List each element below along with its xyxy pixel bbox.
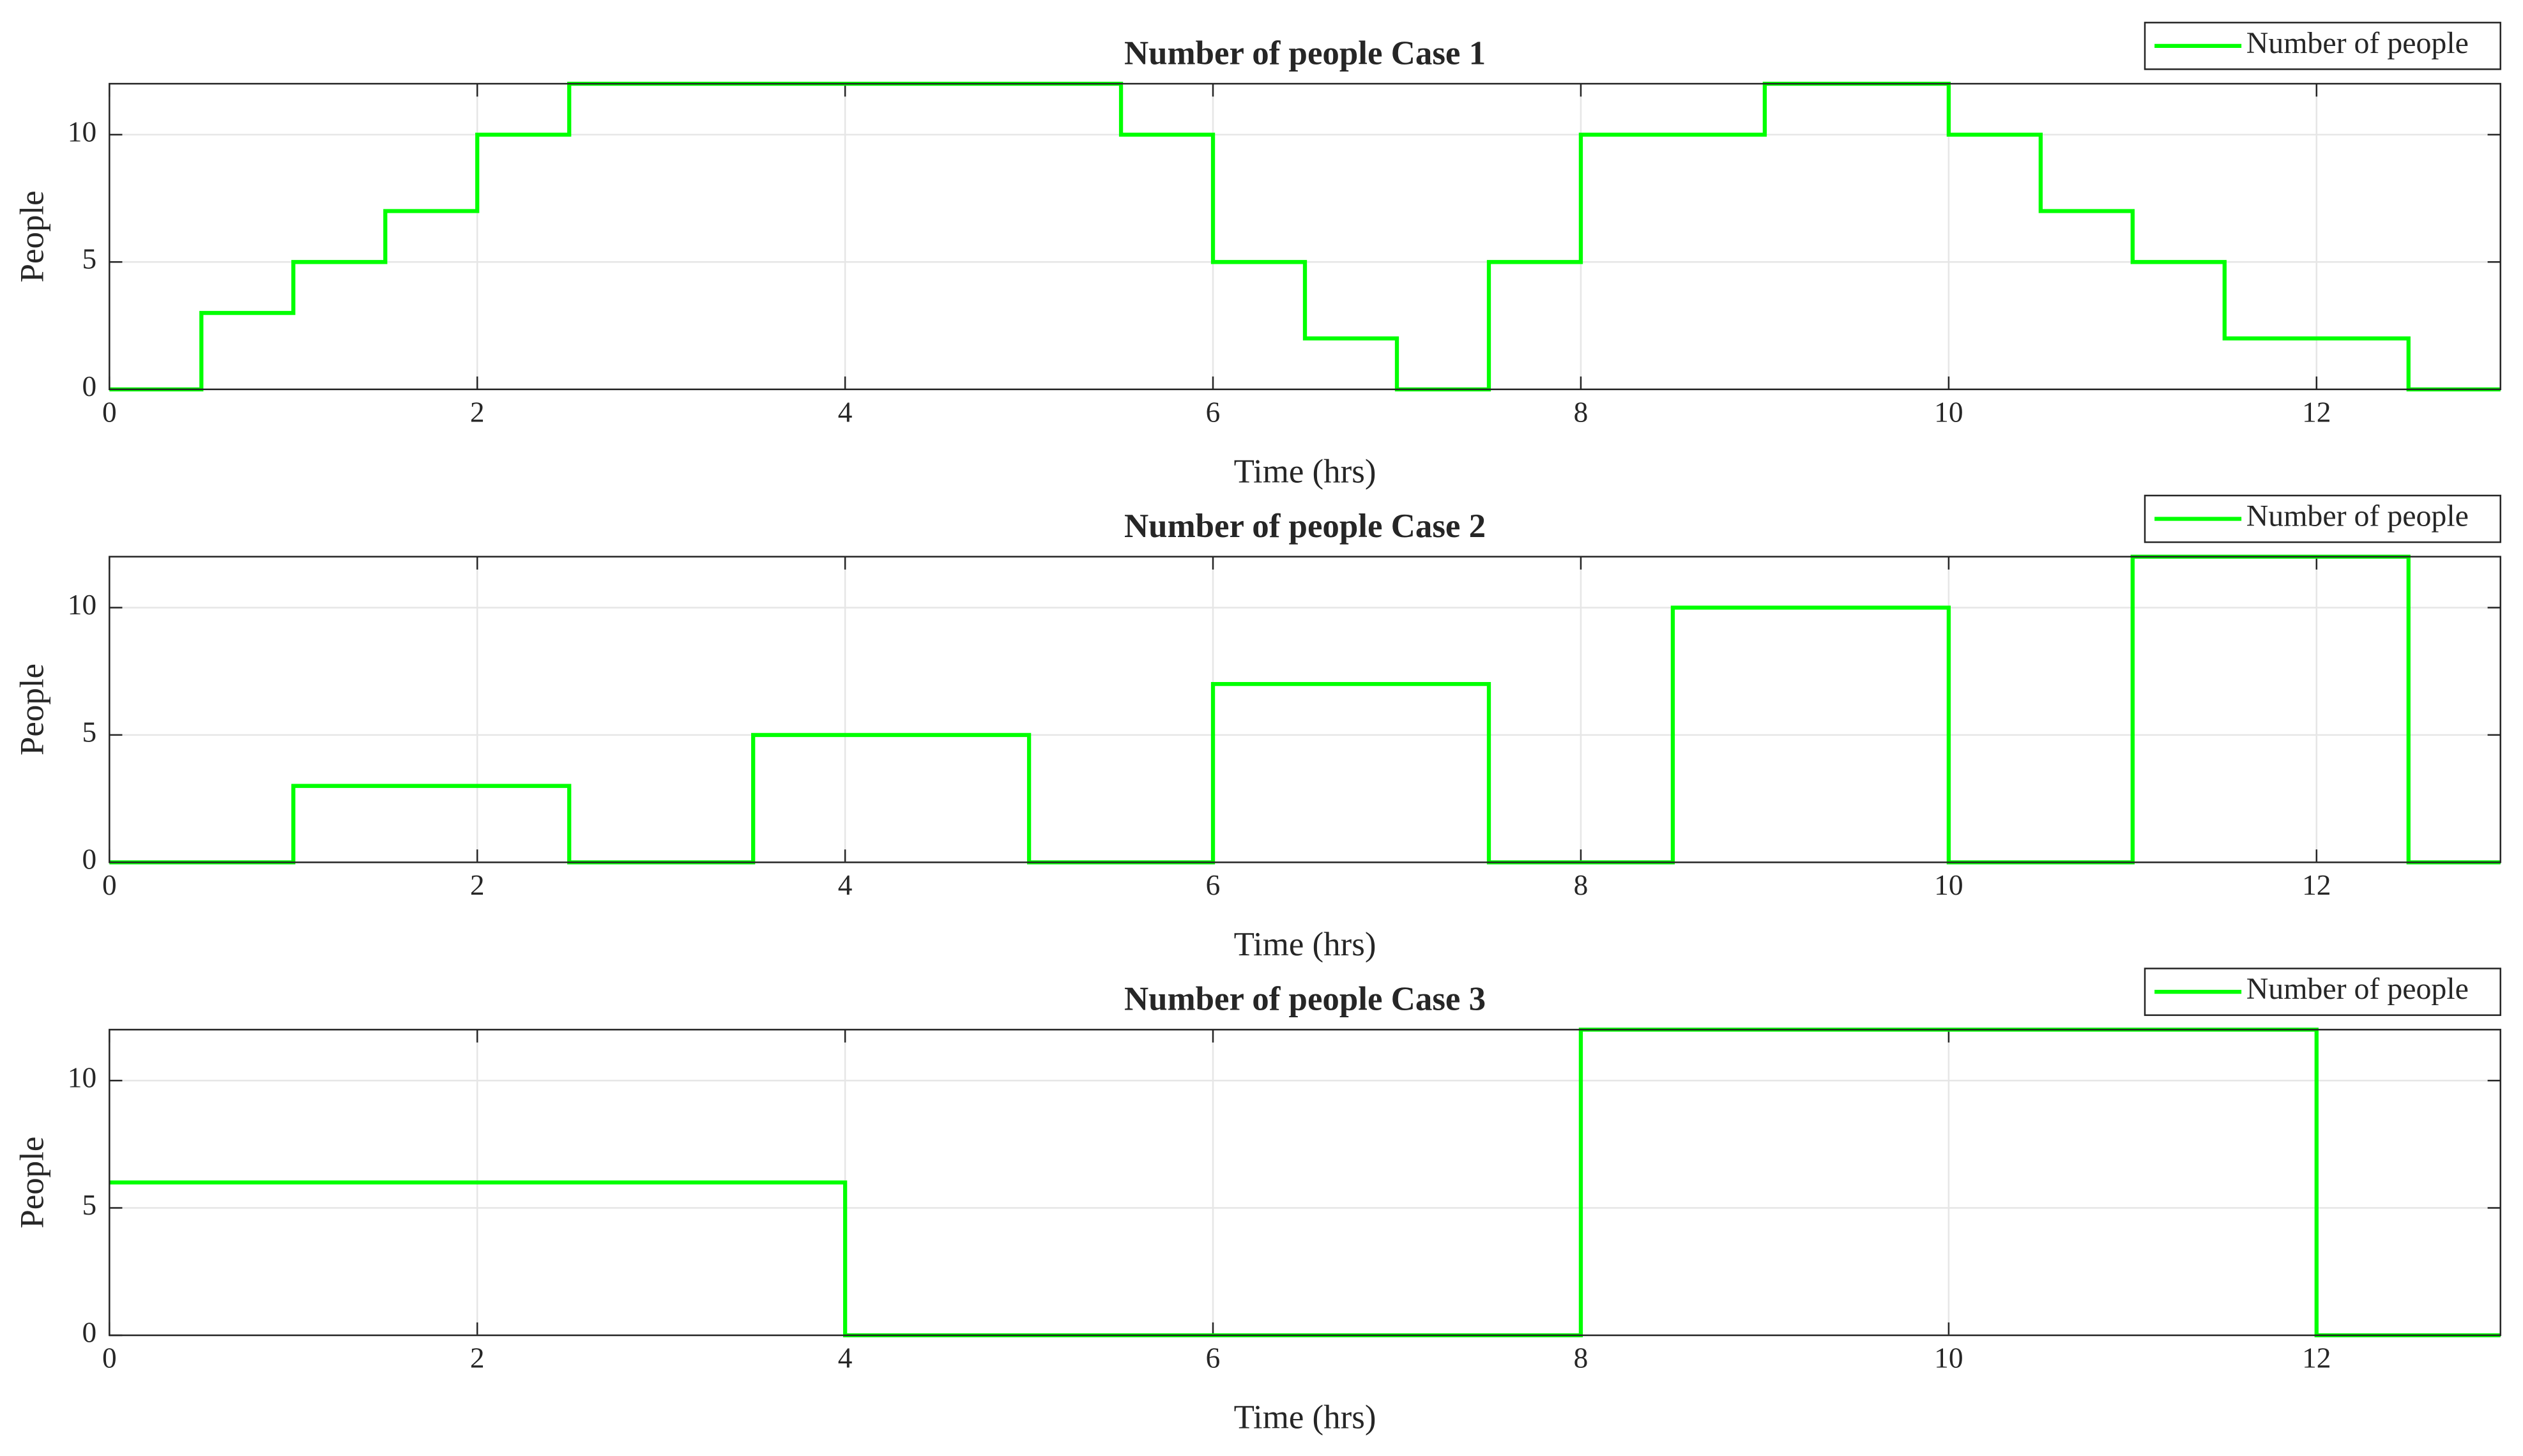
- x-axis-label: Time (hrs): [1234, 1399, 1376, 1436]
- x-tick-label: 12: [2302, 396, 2331, 428]
- x-tick-label: 6: [1206, 1342, 1221, 1374]
- y-tick-label: 10: [68, 589, 96, 621]
- x-tick-label: 4: [838, 869, 853, 901]
- axes-frame: [109, 82, 2501, 390]
- x-tick-label: 10: [1934, 869, 1963, 901]
- x-tick-label: 10: [1934, 396, 1963, 428]
- data-line: [109, 1028, 2501, 1338]
- y-axis-label: People: [14, 1137, 51, 1229]
- plot-area: [109, 556, 2501, 863]
- y-axis-label: People: [14, 664, 51, 755]
- x-tick-label: 0: [102, 869, 117, 901]
- y-tick-label: 0: [82, 844, 96, 876]
- x-tick-label: 4: [838, 1342, 853, 1374]
- x-axis-label: Time (hrs): [1234, 453, 1376, 490]
- subplot: 0 2 4 6 8 10 12 0 5 10 Number of people Case 1 Time…: [14, 22, 2501, 490]
- x-tick-label: 12: [2302, 869, 2331, 901]
- x-tick-label: 10: [1934, 1342, 1963, 1374]
- x-tick-label: 2: [470, 396, 485, 428]
- x-tick-label: 0: [102, 1342, 117, 1374]
- x-tick-label: 8: [1574, 869, 1589, 901]
- x-tick-label: 4: [838, 396, 853, 428]
- x-tick-label: 6: [1206, 869, 1221, 901]
- x-tick-label: 2: [470, 1342, 485, 1374]
- chart-title: Number of people Case 3: [1124, 981, 1486, 1018]
- x-tick-label: 2: [470, 869, 485, 901]
- legend-label: Number of people: [2246, 26, 2469, 60]
- x-tick-label: 6: [1206, 396, 1221, 428]
- y-axis-label: People: [14, 190, 51, 282]
- plot-area: [109, 84, 2501, 390]
- axes-frame: [109, 556, 2501, 863]
- data-line: [109, 554, 2501, 865]
- chart-title: Number of people Case 1: [1124, 34, 1486, 72]
- x-tick-label: 8: [1574, 396, 1589, 428]
- y-tick-label: 5: [82, 243, 96, 275]
- legend-label: Number of people: [2246, 972, 2469, 1006]
- x-tick-label: 12: [2302, 1342, 2331, 1374]
- y-tick-label: 5: [82, 716, 96, 748]
- chart-title: Number of people Case 2: [1124, 508, 1486, 545]
- x-tick-label: 0: [102, 396, 117, 428]
- y-tick-label: 10: [68, 1062, 96, 1094]
- y-tick-label: 0: [82, 370, 96, 402]
- data-line: [109, 81, 2501, 391]
- subplot: 0 2 4 6 8 10 12 0 5 10 Number of people Case 3 Time…: [14, 967, 2501, 1436]
- axes-frame: [109, 1029, 2501, 1337]
- x-axis-label: Time (hrs): [1234, 926, 1376, 963]
- legend-label: Number of people: [2246, 499, 2469, 533]
- x-tick-label: 8: [1574, 1342, 1589, 1374]
- y-tick-label: 0: [82, 1316, 96, 1348]
- y-tick-label: 10: [68, 116, 96, 148]
- y-tick-label: 5: [82, 1189, 96, 1221]
- subplot: 0 2 4 6 8 10 12 0 5 10 Number of people Case 2 Time…: [14, 494, 2501, 963]
